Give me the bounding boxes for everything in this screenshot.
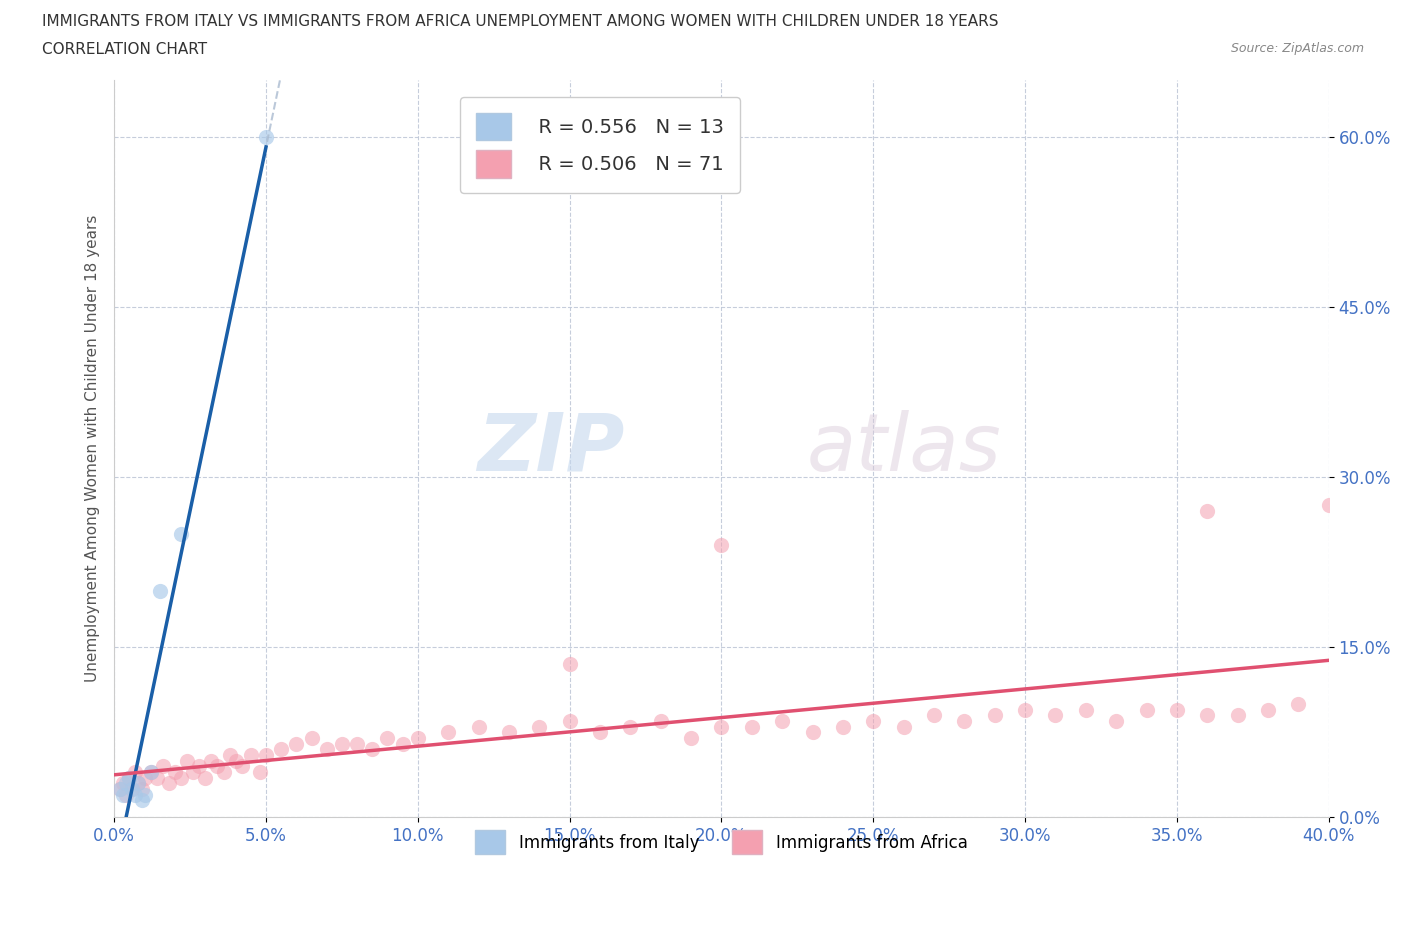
Point: [1135, 702, 1157, 717]
Point: [710, 719, 733, 734]
Point: [134, 770, 156, 785]
Point: [124, 764, 146, 779]
Point: [249, 764, 271, 779]
Point: [498, 724, 520, 739]
Point: [207, 759, 229, 774]
Text: ZIP: ZIP: [477, 410, 624, 487]
Y-axis label: Unemployment Among Women with Children Under 18 years: Unemployment Among Women with Children U…: [86, 215, 100, 683]
Point: [1317, 498, 1340, 513]
Point: [330, 737, 353, 751]
Point: [176, 753, 198, 768]
Point: [1074, 702, 1097, 717]
Text: IMMIGRANTS FROM ITALY VS IMMIGRANTS FROM AFRICA UNEMPLOYMENT AMONG WOMEN WITH CH: IMMIGRANTS FROM ITALY VS IMMIGRANTS FROM…: [42, 14, 998, 29]
Point: [110, 781, 132, 796]
Point: [832, 719, 855, 734]
Point: [239, 748, 262, 763]
Point: [285, 737, 308, 751]
Text: CORRELATION CHART: CORRELATION CHART: [42, 42, 207, 57]
Point: [1197, 708, 1219, 723]
Point: [710, 538, 733, 552]
Point: [377, 731, 399, 746]
Point: [124, 788, 146, 803]
Point: [254, 129, 277, 144]
Point: [131, 781, 153, 796]
Point: [862, 713, 884, 728]
Point: [1105, 713, 1128, 728]
Point: [1286, 697, 1309, 711]
Point: [139, 764, 162, 779]
Point: [200, 753, 222, 768]
Point: [1226, 708, 1249, 723]
Point: [619, 719, 641, 734]
Point: [437, 724, 460, 739]
Point: [118, 770, 141, 785]
Point: [801, 724, 824, 739]
Point: [770, 713, 793, 728]
Point: [152, 759, 174, 774]
Point: [118, 770, 141, 785]
Point: [112, 776, 135, 790]
Point: [391, 737, 413, 751]
Point: [218, 748, 240, 763]
Point: [112, 788, 135, 803]
Point: [121, 781, 143, 796]
Point: [650, 713, 672, 728]
Point: [467, 719, 489, 734]
Point: [231, 759, 253, 774]
Point: [922, 708, 945, 723]
Point: [301, 731, 323, 746]
Point: [157, 776, 180, 790]
Point: [225, 753, 247, 768]
Point: [131, 793, 153, 808]
Point: [1197, 504, 1219, 519]
Point: [1014, 702, 1036, 717]
Point: [194, 770, 217, 785]
Point: [110, 781, 132, 796]
Point: [681, 731, 703, 746]
Point: [984, 708, 1007, 723]
Point: [529, 719, 551, 734]
Point: [188, 759, 211, 774]
Point: [163, 764, 186, 779]
Point: [741, 719, 763, 734]
Point: [558, 657, 581, 671]
Point: [134, 788, 156, 803]
Point: [254, 748, 277, 763]
Point: [315, 742, 337, 757]
Legend: Immigrants from Italy, Immigrants from Africa: Immigrants from Italy, Immigrants from A…: [468, 824, 974, 860]
Point: [115, 788, 138, 803]
Point: [170, 770, 193, 785]
Point: [558, 713, 581, 728]
Point: [346, 737, 368, 751]
Point: [115, 776, 138, 790]
Point: [121, 781, 143, 796]
Point: [589, 724, 612, 739]
Point: [893, 719, 915, 734]
Point: [406, 731, 429, 746]
Point: [127, 776, 149, 790]
Point: [127, 776, 149, 790]
Text: Source: ZipAtlas.com: Source: ZipAtlas.com: [1230, 42, 1364, 55]
Point: [139, 764, 162, 779]
Point: [181, 764, 204, 779]
Text: atlas: atlas: [807, 410, 1001, 487]
Point: [1166, 702, 1188, 717]
Point: [170, 526, 193, 541]
Point: [145, 770, 167, 785]
Point: [270, 742, 292, 757]
Point: [361, 742, 384, 757]
Point: [1257, 702, 1279, 717]
Point: [953, 713, 976, 728]
Point: [1045, 708, 1067, 723]
Point: [149, 583, 172, 598]
Point: [212, 764, 235, 779]
